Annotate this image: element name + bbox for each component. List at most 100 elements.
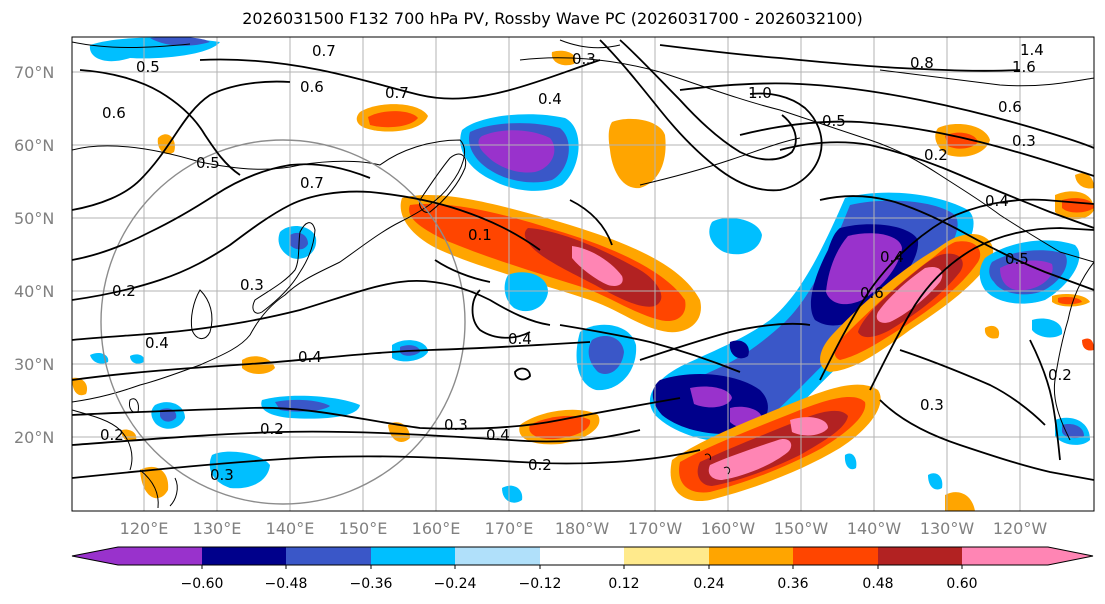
contour-label: 0.2 xyxy=(1048,366,1072,384)
negative-anomaly xyxy=(1032,318,1063,338)
contour-label: 0.7 xyxy=(385,84,409,102)
colorbar-label: −0.48 xyxy=(265,576,308,592)
shading-layer xyxy=(72,37,1094,511)
negative-anomaly xyxy=(502,485,523,503)
contour-line xyxy=(72,449,701,479)
contour-label: 0.4 xyxy=(486,426,510,444)
negative-anomaly xyxy=(729,340,749,359)
graticule xyxy=(72,37,1094,511)
contour-line xyxy=(72,279,551,341)
contour-label: 0.2 xyxy=(112,282,136,300)
lon-label: 170°W xyxy=(628,519,683,538)
positive-anomaly xyxy=(1058,297,1082,305)
contour-label: 0.2 xyxy=(100,426,124,444)
contour-label: 1.4 xyxy=(1020,41,1044,59)
positive-anomaly xyxy=(121,429,137,442)
colorbar-segment xyxy=(455,547,540,565)
contour-line xyxy=(899,349,1046,426)
kamchatka-coast xyxy=(419,153,467,213)
map-frame xyxy=(71,36,1095,512)
contour-line xyxy=(779,141,1094,229)
contour-line xyxy=(819,198,1094,381)
longitude-labels: 120°E 130°E 140°E 150°E 160°E 170°E 180°… xyxy=(120,519,1048,538)
contour-label: 0.3 xyxy=(572,50,596,68)
contour-label: 0.5 xyxy=(196,154,220,172)
colorbar-segment xyxy=(962,547,1093,565)
positive-anomaly xyxy=(1075,173,1094,189)
positive-anomaly xyxy=(72,377,88,396)
positive-anomaly xyxy=(140,466,169,499)
contour-label: 0.6 xyxy=(102,104,126,122)
lat-label: 40°N xyxy=(14,282,54,301)
korea-coast xyxy=(190,289,213,339)
contour-line xyxy=(619,39,797,161)
colorbar-segment xyxy=(540,547,624,565)
contour-line xyxy=(72,163,371,261)
contour-label: 0.3 xyxy=(210,466,234,484)
contour-label: 0.5 xyxy=(136,58,160,76)
lat-label: 70°N xyxy=(14,63,54,82)
contour-line xyxy=(1029,339,1061,461)
negative-anomaly xyxy=(1000,260,1053,291)
colorbar-label: 0.24 xyxy=(693,576,724,592)
contour-labels: 0.7 0.3 0.8 1.4 1.6 0.5 0.6 0.7 1.0 0.5 … xyxy=(100,41,1072,484)
contour-label: 0.2 xyxy=(924,146,948,164)
negative-anomaly xyxy=(504,272,548,312)
colorbar-segment xyxy=(793,547,878,565)
contour-line xyxy=(869,227,1094,391)
colorbar-label: 0.36 xyxy=(777,576,808,592)
contour-label: 0.4 xyxy=(298,348,322,366)
negative-anomaly xyxy=(928,473,943,490)
contour-label: 0.7 xyxy=(312,42,336,60)
colorbar-ticks xyxy=(201,565,963,569)
colorbar-segment xyxy=(709,547,793,565)
positive-anomaly xyxy=(945,492,975,511)
contour-line xyxy=(471,289,531,339)
negative-anomaly xyxy=(709,218,762,255)
contour-label: 0.4 xyxy=(508,330,532,348)
colorbar-label: 0.60 xyxy=(946,576,977,592)
colorbar-segment xyxy=(878,547,962,565)
positive-anomaly xyxy=(157,134,175,155)
contour-line xyxy=(879,399,1094,481)
contour-label: 0.4 xyxy=(880,248,904,266)
hawaii xyxy=(704,453,731,475)
positive-anomaly xyxy=(242,356,275,374)
lon-label: 120°E xyxy=(120,519,169,538)
latitude-labels: 70°N 60°N 50°N 40°N 30°N 20°N xyxy=(14,63,54,447)
colorbar-segment xyxy=(371,547,455,565)
contour-line xyxy=(639,322,811,361)
colorbar-segment xyxy=(624,547,709,565)
japan-coast xyxy=(252,222,316,314)
negative-anomaly xyxy=(826,233,902,305)
contour-line xyxy=(599,39,823,192)
chart-title: 2026031500 F132 700 hPa PV, Rossby Wave … xyxy=(242,9,863,28)
contour-label: 0.4 xyxy=(538,90,562,108)
contour-line xyxy=(679,82,1094,149)
contour-label: 0.5 xyxy=(1005,250,1029,268)
contour-line xyxy=(559,324,741,373)
lon-label: 140°E xyxy=(266,519,315,538)
arctic-coast xyxy=(72,39,1094,87)
negative-anomaly xyxy=(478,130,555,173)
contour-label: 0.3 xyxy=(920,396,944,414)
colorbar-segment xyxy=(72,547,202,565)
colorbar-segment xyxy=(286,547,371,565)
contour-line xyxy=(72,429,641,446)
positive-anomaly xyxy=(876,266,943,323)
colorbar-segment xyxy=(202,547,286,565)
colorbar-label: −0.60 xyxy=(181,576,224,592)
contour-label: 0.6 xyxy=(998,98,1022,116)
contour-label: 0.8 xyxy=(910,54,934,72)
contour-line xyxy=(659,44,1021,72)
colorbar-label: 0.12 xyxy=(608,576,639,592)
lat-label: 30°N xyxy=(14,355,54,374)
contour-label: 0.3 xyxy=(444,416,468,434)
positive-anomaly xyxy=(790,417,828,436)
contour-line xyxy=(434,199,613,283)
lon-label: 170°E xyxy=(485,519,534,538)
contour-label: 0.6 xyxy=(860,284,884,302)
lon-label: 160°W xyxy=(701,519,756,538)
positive-anomaly xyxy=(572,246,623,286)
